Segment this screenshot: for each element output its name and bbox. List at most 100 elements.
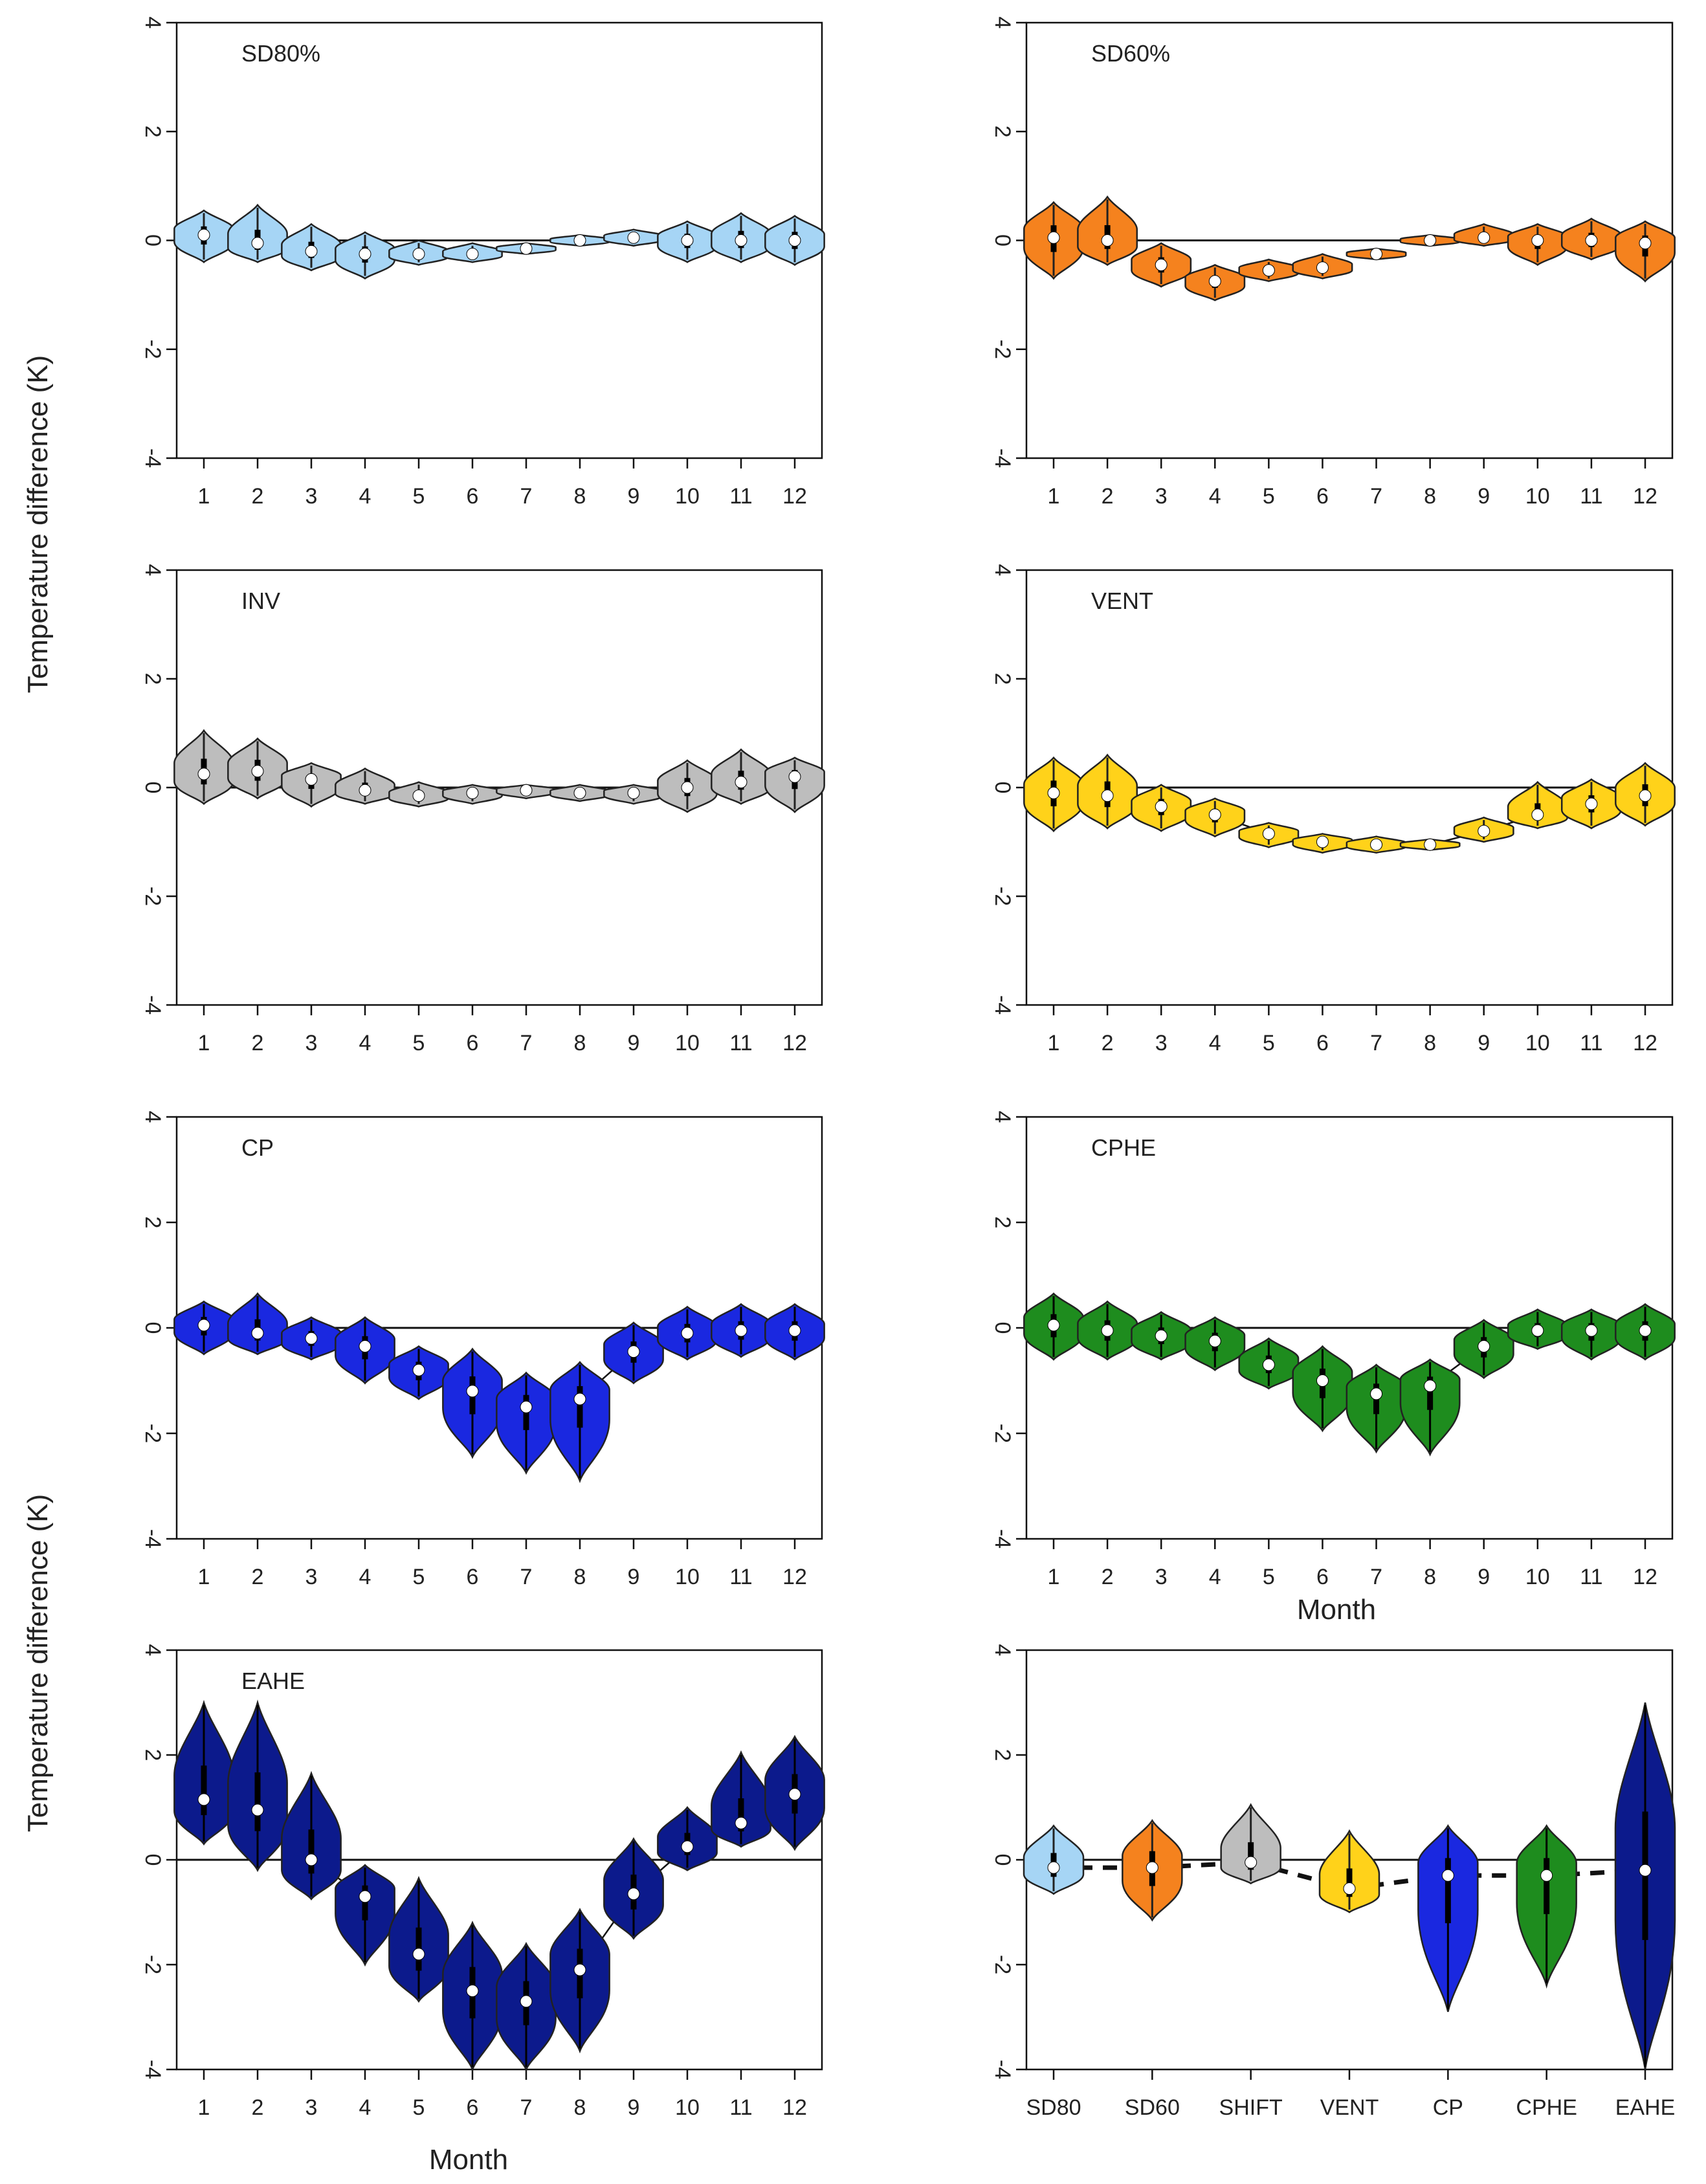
x-tick-label: 4 (359, 1565, 371, 1589)
median-point (788, 1788, 801, 1801)
median-point (1585, 234, 1598, 247)
median-point (359, 1340, 371, 1353)
median-point (1155, 800, 1168, 813)
y-tick-label: 4 (990, 1111, 1015, 1123)
x-tick-label: VENT (1320, 2095, 1379, 2120)
x-tick-label: 3 (305, 484, 318, 509)
x-tick-label: 8 (1424, 1031, 1436, 1055)
iqr-box (1445, 1858, 1451, 1924)
panel-title: VENT (1091, 588, 1153, 614)
median-point (1101, 789, 1114, 802)
x-tick-label: 10 (1525, 1031, 1550, 1055)
chart-panel-8: -4 -2 0 2 4 SD80 SD60 SHIFT VENT CP CPHE EAHE (990, 1644, 1676, 2120)
x-tick-label: 10 (1525, 484, 1550, 509)
x-tick-label: 2 (1102, 1031, 1114, 1055)
y-tick-label: -2 (990, 1955, 1015, 1974)
x-tick-label: 11 (1580, 1565, 1602, 1589)
median-point (197, 1319, 210, 1332)
median-point (520, 784, 533, 797)
x-tick-label: SD60 (1125, 2095, 1180, 2120)
median-point (1424, 838, 1437, 851)
x-tick-label: 5 (1263, 1031, 1275, 1055)
x-tick-label: 2 (252, 484, 264, 509)
median-point (1316, 261, 1329, 274)
x-tick-label: 9 (628, 1565, 640, 1589)
y-tick-label: -4 (140, 448, 165, 468)
median-point (359, 784, 371, 797)
y-tick-label: -2 (140, 1955, 165, 1974)
x-tick-label: 7 (1370, 1031, 1382, 1055)
x-tick-label: 5 (413, 484, 425, 509)
x-tick-label: 12 (1633, 1031, 1657, 1055)
x-tick-label: 10 (675, 1031, 700, 1055)
x-tick-label: 2 (252, 1565, 264, 1589)
x-tick-label: 3 (305, 2095, 318, 2120)
y-tick-label: -2 (990, 887, 1015, 906)
x-tick-label: 4 (359, 2095, 371, 2120)
x-tick-label: 11 (1580, 1031, 1602, 1055)
x-tick-label: 11 (729, 1565, 752, 1589)
median-point (251, 765, 264, 778)
median-point (627, 786, 640, 799)
x-tick-label: 7 (1370, 484, 1382, 509)
x-tick-label: 1 (198, 2095, 210, 2120)
median-point (627, 1345, 640, 1358)
x-tick-label: SHIFT (1219, 2095, 1283, 2120)
y-axis-title-top: Temperature difference (K) (22, 355, 54, 694)
panel-title: EAHE (241, 1668, 305, 1694)
median-point (1146, 1861, 1158, 1874)
median-point (1155, 1329, 1168, 1342)
median-point (1047, 231, 1060, 244)
x-tick-label: 1 (198, 1565, 210, 1589)
iqr-box (577, 1386, 583, 1428)
x-tick-label: 5 (413, 1031, 425, 1055)
y-tick-label: 2 (140, 673, 165, 685)
x-tick-label: 7 (520, 1031, 533, 1055)
median-point (735, 234, 748, 247)
y-tick-label: 2 (140, 1749, 165, 1761)
x-tick-label: 10 (1525, 1565, 1550, 1589)
x-tick-label: 11 (729, 2095, 752, 2120)
median-point (1478, 824, 1490, 837)
y-tick-label: 4 (990, 1644, 1015, 1657)
y-tick-label: 0 (140, 234, 165, 247)
x-tick-label: 8 (1424, 1565, 1436, 1589)
median-point (520, 1400, 533, 1413)
x-tick-label: 6 (467, 1565, 479, 1589)
x-tick-label: 7 (520, 2095, 533, 2120)
iqr-box (738, 1798, 744, 1832)
median-point (305, 1853, 318, 1866)
median-point (359, 1890, 371, 1903)
x-axis-title-month-right: Month (1297, 1594, 1376, 1626)
y-tick-label: 4 (140, 1111, 165, 1123)
x-tick-label: 9 (1478, 484, 1490, 509)
median-point (573, 786, 586, 799)
y-tick-label: 0 (990, 1322, 1015, 1334)
x-tick-label: 1 (198, 484, 210, 509)
median-point (251, 1327, 264, 1340)
x-tick-label: 3 (1155, 484, 1168, 509)
x-tick-label: 3 (1155, 1031, 1168, 1055)
median-point (1441, 1869, 1454, 1882)
x-tick-label: 8 (574, 2095, 586, 2120)
median-point (412, 248, 425, 261)
x-tick-label: 6 (467, 484, 479, 509)
x-tick-label: 5 (1263, 1565, 1275, 1589)
y-tick-label: -4 (990, 995, 1015, 1015)
median-point (1424, 1380, 1437, 1393)
x-tick-label: 6 (467, 2095, 479, 2120)
y-tick-label: 0 (140, 1854, 165, 1866)
median-point (520, 242, 533, 255)
y-tick-label: 0 (140, 782, 165, 794)
y-tick-label: 0 (140, 1322, 165, 1334)
x-tick-label: 1 (1048, 1031, 1060, 1055)
median-point (1155, 258, 1168, 271)
y-tick-label: -2 (990, 340, 1015, 359)
median-point (681, 1327, 694, 1340)
median-point (1047, 1861, 1060, 1874)
x-tick-label: 7 (520, 1565, 533, 1589)
median-point (1531, 808, 1544, 821)
median-point (1639, 1864, 1652, 1877)
